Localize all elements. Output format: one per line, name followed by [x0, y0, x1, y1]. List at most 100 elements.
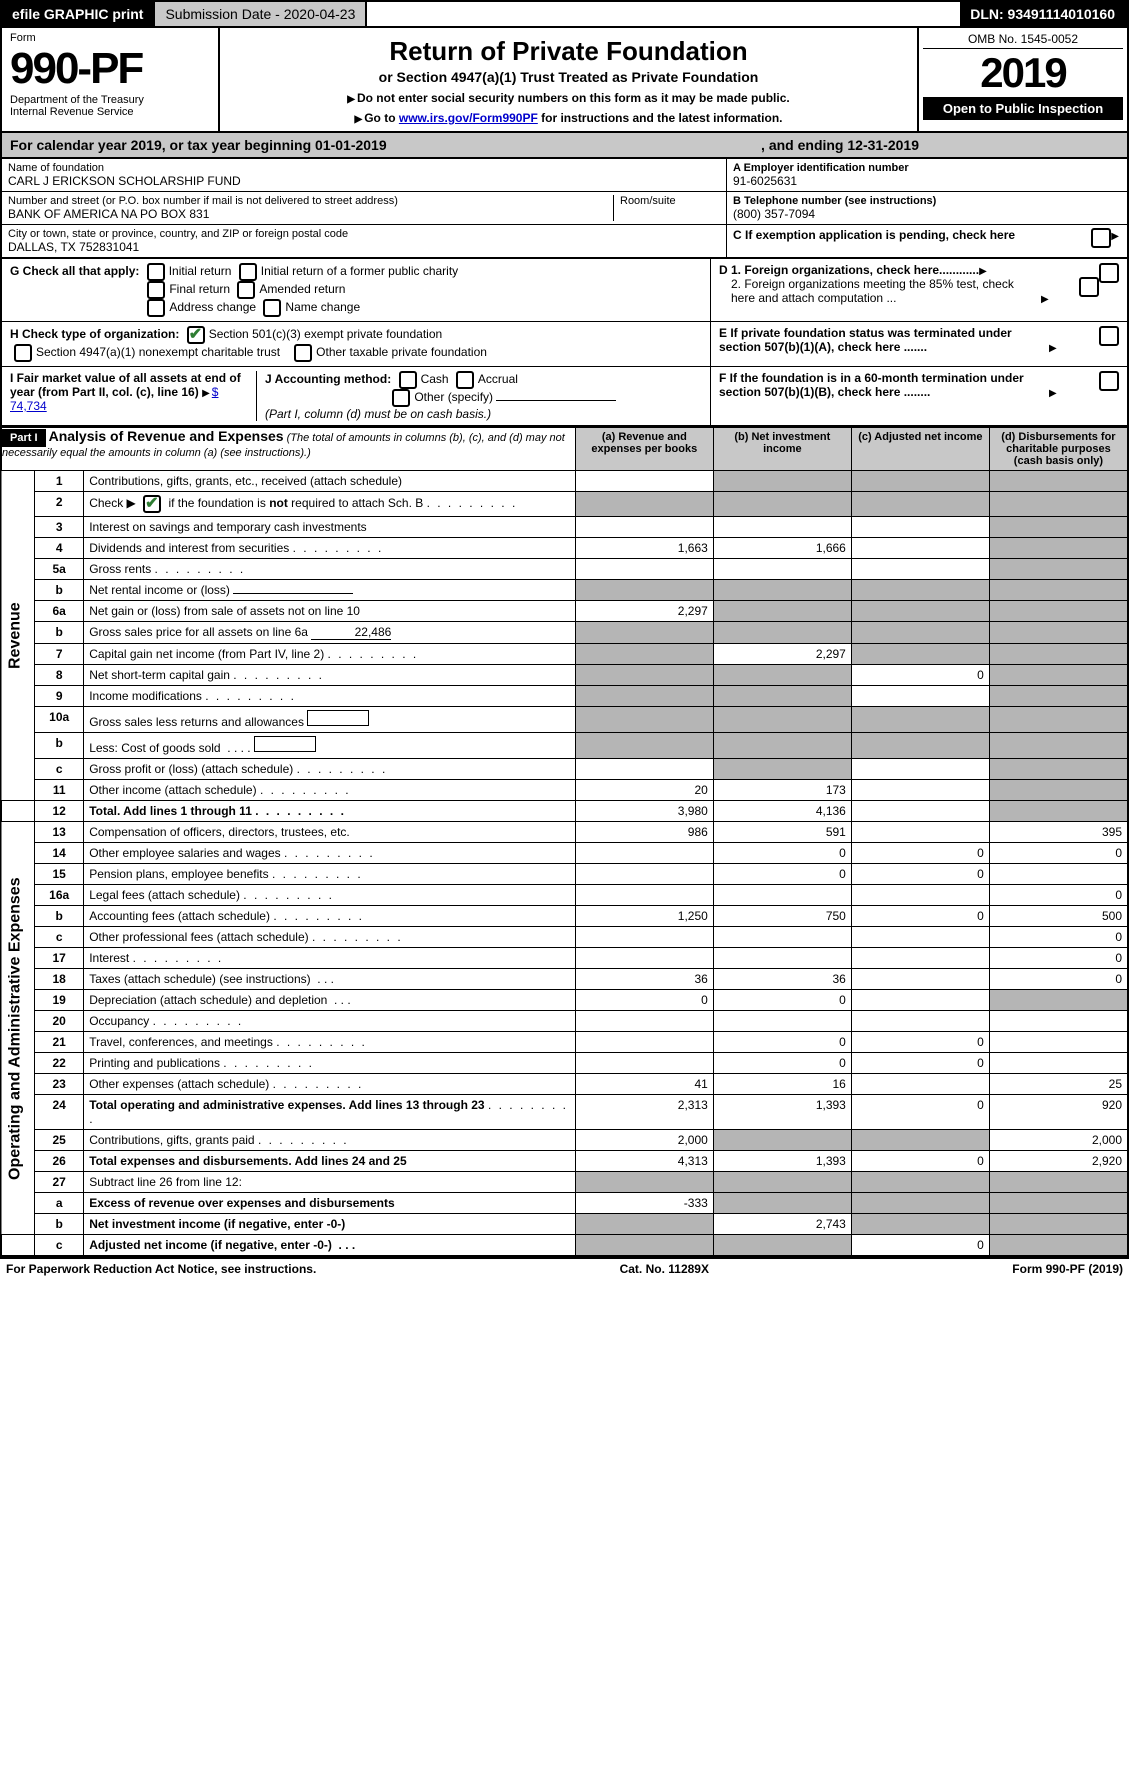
part1-title: Analysis of Revenue and Expenses — [49, 428, 284, 444]
form-word: Form — [10, 32, 210, 44]
phone-cell: B Telephone number (see instructions) (8… — [727, 192, 1127, 225]
final-return-checkbox[interactable] — [147, 281, 165, 299]
col-b-header: (b) Net investment income — [713, 428, 851, 471]
expenses-side-label: Operating and Administrative Expenses — [1, 822, 35, 1235]
name-change-checkbox[interactable] — [263, 299, 281, 317]
line-16c: Other professional fees (attach schedule… — [84, 927, 576, 948]
e-terminated: E If private foundation status was termi… — [710, 322, 1127, 366]
line-27a: Excess of revenue over expenses and disb… — [84, 1193, 576, 1214]
efile-print-button[interactable]: efile GRAPHIC print — [2, 2, 155, 26]
line-15: Pension plans, employee benefits — [84, 864, 576, 885]
analysis-table: Part I Analysis of Revenue and Expenses … — [0, 427, 1129, 1257]
revenue-side-label: Revenue — [1, 471, 35, 801]
form-header: Form 990-PF Department of the Treasury I… — [0, 28, 1129, 133]
line-5a: Gross rents — [84, 559, 576, 580]
form-title: Return of Private Foundation — [230, 36, 907, 67]
line-20: Occupancy — [84, 1011, 576, 1032]
irs-label: Internal Revenue Service — [10, 106, 210, 118]
form-header-left: Form 990-PF Department of the Treasury I… — [2, 28, 220, 131]
line-3: Interest on savings and temporary cash i… — [84, 517, 576, 538]
footer-catno: Cat. No. 11289X — [620, 1262, 709, 1276]
room-label: Room/suite — [620, 195, 720, 207]
line-10c: Gross profit or (loss) (attach schedule) — [84, 759, 576, 780]
d2-checkbox[interactable] — [1079, 277, 1099, 297]
line-24: Total operating and administrative expen… — [84, 1095, 576, 1130]
c-exemption-cell: C If exemption application is pending, c… — [727, 225, 1127, 245]
line-1: Contributions, gifts, grants, etc., rece… — [84, 471, 576, 492]
page-footer: For Paperwork Reduction Act Notice, see … — [0, 1257, 1129, 1279]
foundation-name-cell: Name of foundation CARL J ERICKSON SCHOL… — [2, 159, 726, 192]
col-a-header: (a) Revenue and expenses per books — [575, 428, 713, 471]
other-taxable-checkbox[interactable] — [294, 344, 312, 362]
accrual-checkbox[interactable] — [456, 371, 474, 389]
col-d-header: (d) Disbursements for charitable purpose… — [989, 428, 1128, 471]
amended-return-checkbox[interactable] — [237, 281, 255, 299]
line-2: Check ▶ if the foundation is not require… — [84, 492, 576, 517]
line-5b: Net rental income or (loss) — [84, 580, 576, 601]
line-27c: Adjusted net income (if negative, enter … — [84, 1235, 576, 1257]
initial-return-checkbox[interactable] — [147, 263, 165, 281]
submission-date: Submission Date - 2020-04-23 — [155, 2, 367, 26]
calendar-row: For calendar year 2019, or tax year begi… — [0, 133, 1129, 159]
line-19: Depreciation (attach schedule) and deple… — [84, 990, 576, 1011]
inspection-badge: Open to Public Inspection — [923, 97, 1123, 120]
note-goto: Go to www.irs.gov/Form990PF for instruct… — [230, 111, 907, 125]
checks-section: G Check all that apply: Initial return I… — [0, 259, 1129, 427]
i-j-section: I Fair market value of all assets at end… — [2, 367, 710, 425]
tax-year: 2019 — [923, 49, 1123, 97]
line-26: Total expenses and disbursements. Add li… — [84, 1151, 576, 1172]
footer-form: Form 990-PF (2019) — [1012, 1262, 1123, 1276]
g-checks: G Check all that apply: Initial return I… — [2, 259, 710, 321]
form-number: 990-PF — [10, 44, 210, 94]
other-method-checkbox[interactable] — [392, 389, 410, 407]
d1-checkbox[interactable] — [1099, 263, 1119, 283]
line-11: Other income (attach schedule) — [84, 780, 576, 801]
footer-left: For Paperwork Reduction Act Notice, see … — [6, 1262, 316, 1276]
line-7: Capital gain net income (from Part IV, l… — [84, 644, 576, 665]
line-21: Travel, conferences, and meetings — [84, 1032, 576, 1053]
calendar-text: For calendar year 2019, or tax year begi… — [10, 137, 387, 153]
4947-checkbox[interactable] — [14, 344, 32, 362]
line-17: Interest — [84, 948, 576, 969]
part1-label: Part I — [2, 429, 46, 447]
calendar-ending: , and ending 12-31-2019 — [761, 137, 919, 153]
city-state-zip: DALLAS, TX 752831041 — [8, 240, 720, 254]
line-6a: Net gain or (loss) from sale of assets n… — [84, 601, 576, 622]
d-foreign: D 1. Foreign organizations, check here..… — [710, 259, 1127, 321]
line-8: Net short-term capital gain — [84, 665, 576, 686]
info-grid: Name of foundation CARL J ERICKSON SCHOL… — [0, 159, 1129, 259]
ein-cell: A Employer identification number 91-6025… — [727, 159, 1127, 192]
line-4: Dividends and interest from securities — [84, 538, 576, 559]
line-9: Income modifications — [84, 686, 576, 707]
col-c-header: (c) Adjusted net income — [851, 428, 989, 471]
line-10a: Gross sales less returns and allowances — [84, 707, 576, 733]
dept-treasury: Department of the Treasury — [10, 94, 210, 106]
line-27b: Net investment income (if negative, ente… — [84, 1214, 576, 1235]
line-13: Compensation of officers, directors, tru… — [84, 822, 576, 843]
f-checkbox[interactable] — [1099, 371, 1119, 391]
dln-label: DLN: 93491114010160 — [960, 2, 1127, 26]
irs-link[interactable]: www.irs.gov/Form990PF — [399, 111, 538, 125]
501c3-checkbox[interactable] — [187, 326, 205, 344]
line-12: Total. Add lines 1 through 11 — [84, 801, 576, 822]
cash-checkbox[interactable] — [399, 371, 417, 389]
top-bar: efile GRAPHIC print Submission Date - 20… — [0, 0, 1129, 28]
form-subtitle: or Section 4947(a)(1) Trust Treated as P… — [230, 69, 907, 85]
foundation-name: CARL J ERICKSON SCHOLARSHIP FUND — [8, 174, 720, 188]
address-change-checkbox[interactable] — [147, 299, 165, 317]
ein-value: 91-6025631 — [733, 174, 1121, 188]
e-checkbox[interactable] — [1099, 326, 1119, 346]
address: BANK OF AMERICA NA PO BOX 831 — [8, 207, 613, 221]
address-cell: Number and street (or P.O. box number if… — [2, 192, 726, 225]
form-header-right: OMB No. 1545-0052 2019 Open to Public In… — [917, 28, 1127, 131]
omb-number: OMB No. 1545-0052 — [923, 30, 1123, 49]
initial-return-charity-checkbox[interactable] — [239, 263, 257, 281]
form-header-center: Return of Private Foundation or Section … — [220, 28, 917, 131]
line-18: Taxes (attach schedule) (see instruction… — [84, 969, 576, 990]
line-22: Printing and publications — [84, 1053, 576, 1074]
phone-value: (800) 357-7094 — [733, 207, 1121, 221]
line-6b: Gross sales price for all assets on line… — [84, 622, 576, 644]
schb-checkbox[interactable] — [143, 495, 161, 513]
line-23: Other expenses (attach schedule) — [84, 1074, 576, 1095]
c-checkbox[interactable] — [1091, 228, 1111, 248]
